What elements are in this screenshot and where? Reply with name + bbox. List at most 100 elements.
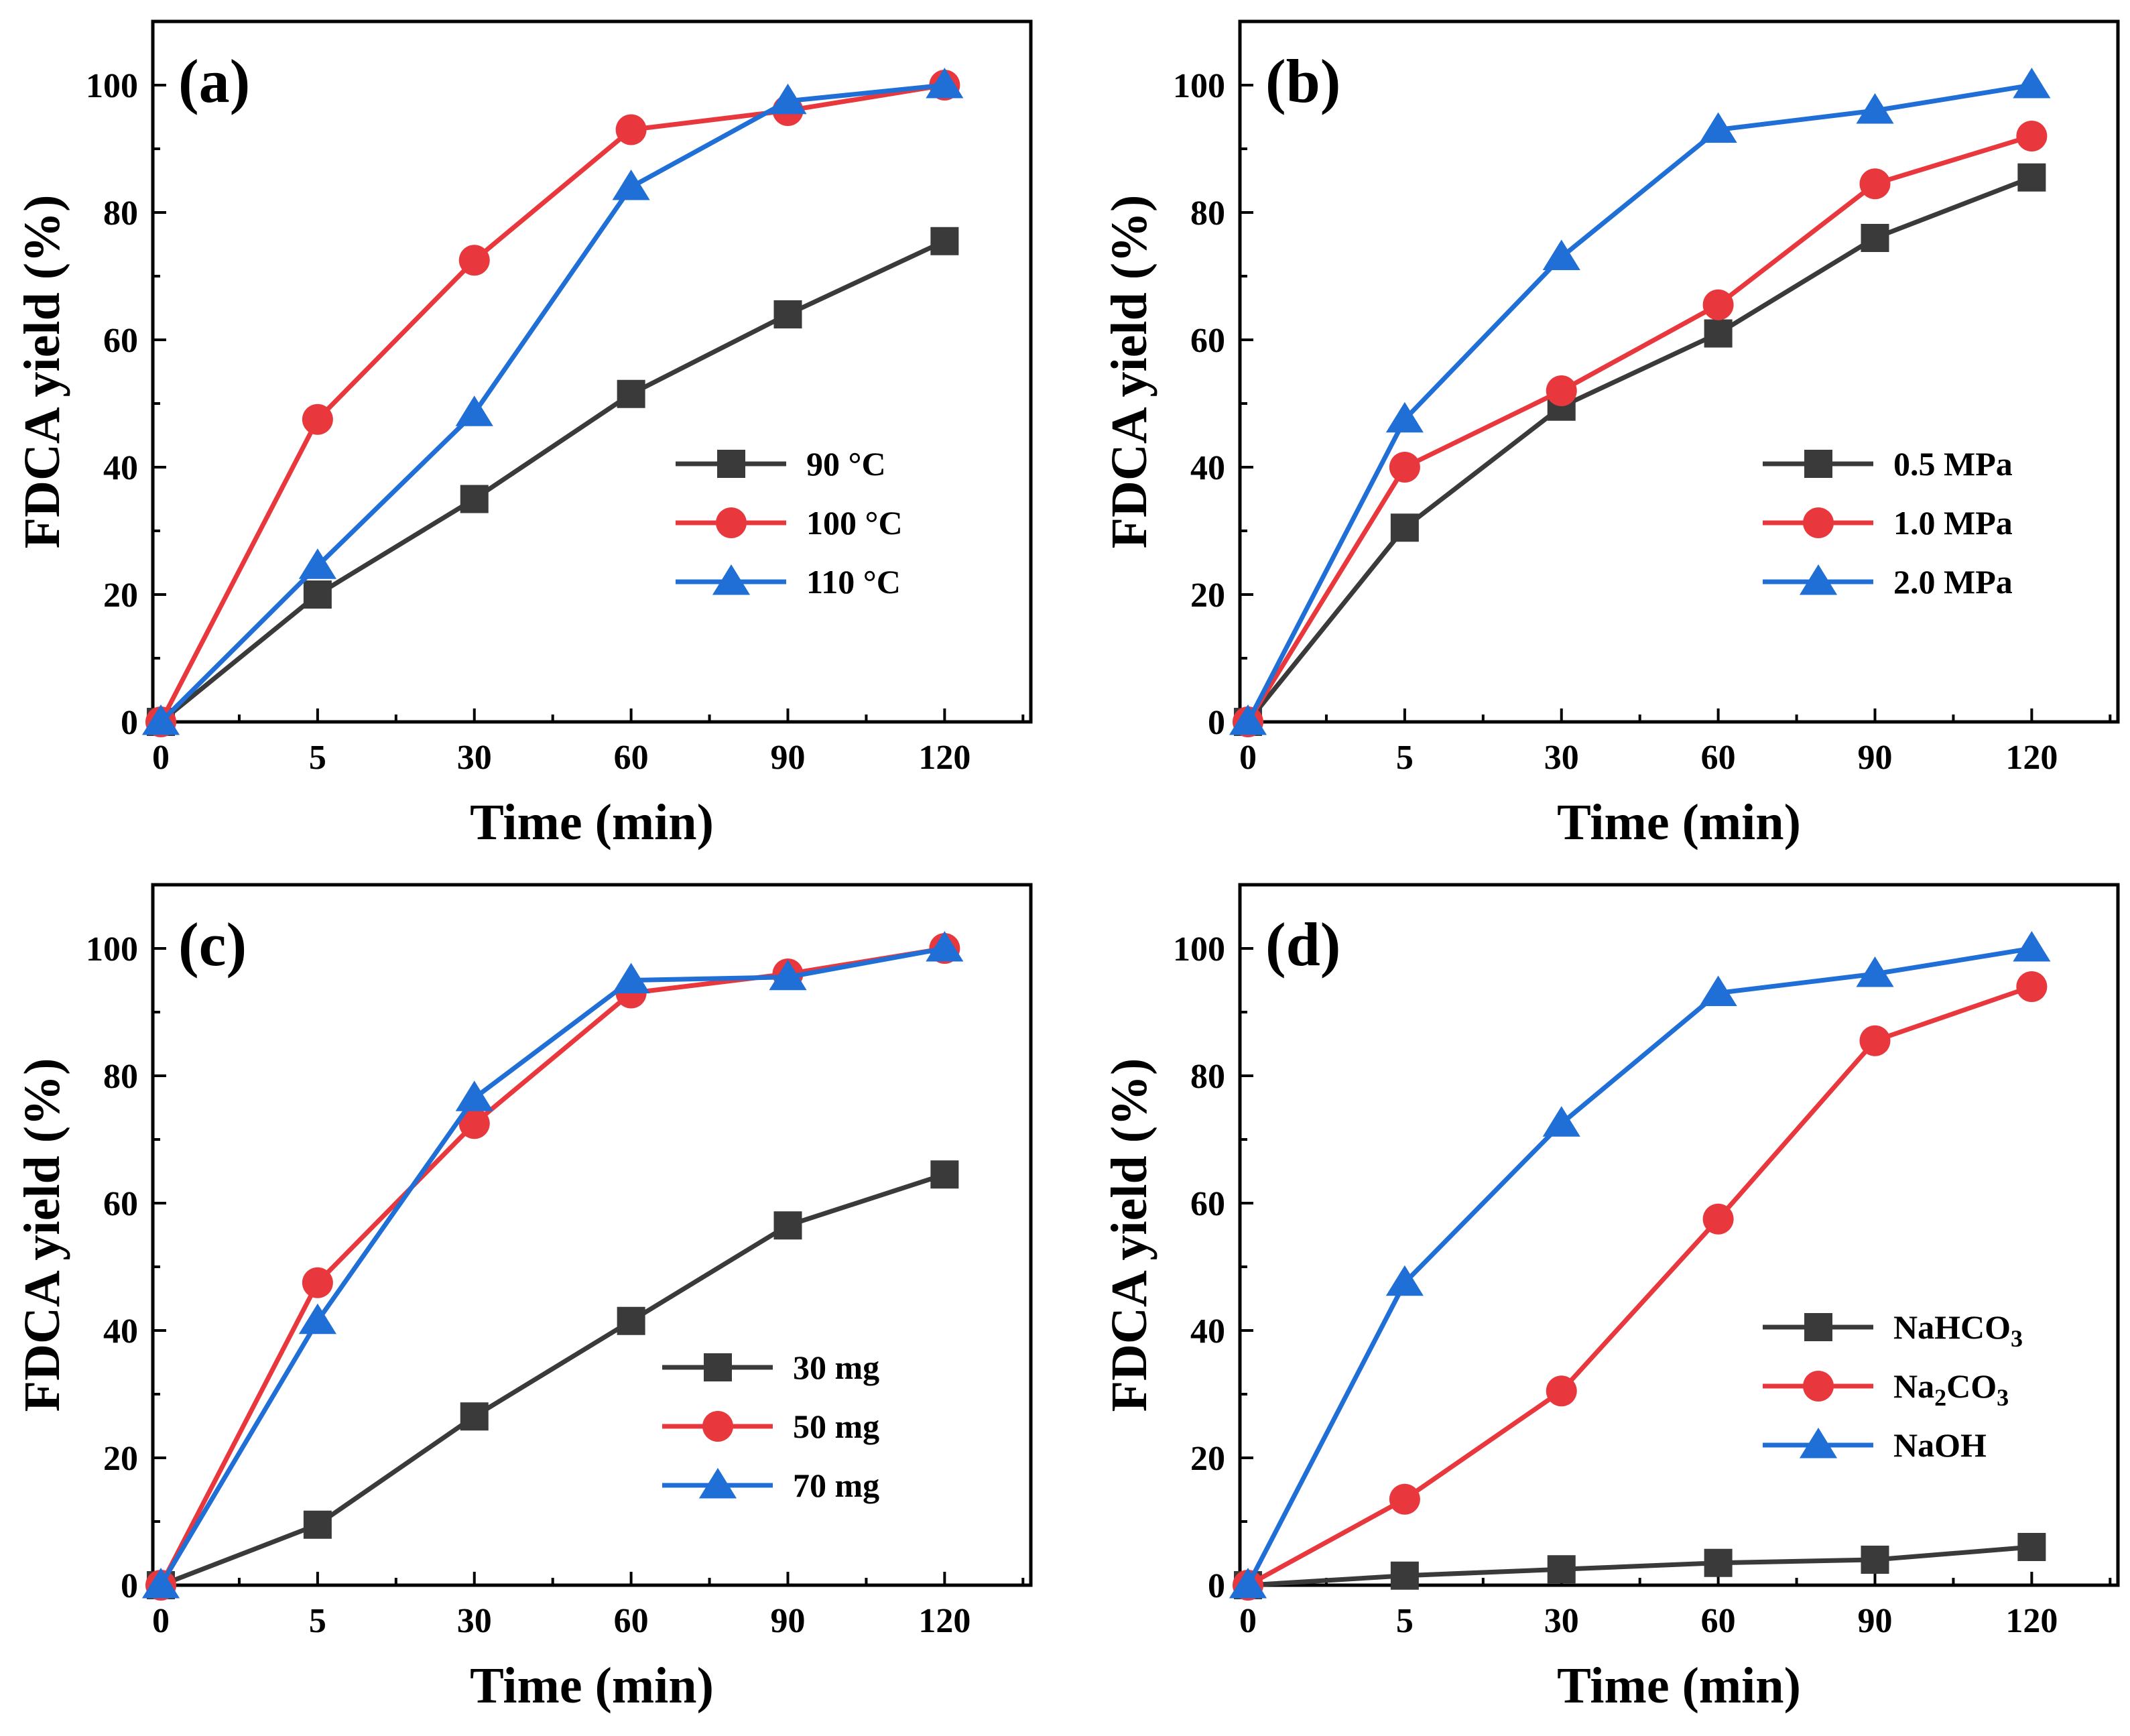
- legend-item: 110 °C: [676, 563, 901, 601]
- x-tick-label: 30: [457, 1602, 492, 1640]
- data-point: [617, 379, 645, 408]
- data-point: [302, 404, 333, 435]
- legend-label: NaHCO3: [1893, 1308, 2023, 1352]
- data-point: [455, 1080, 493, 1111]
- plot-frame: [151, 883, 1033, 1587]
- legend-item: 0.5 MPa: [1763, 445, 2013, 483]
- legend: 30 mg 50 mg 70 mg: [662, 1349, 879, 1504]
- y-tick-label: 100: [86, 67, 138, 105]
- data-point: [1542, 1106, 1580, 1137]
- legend-item: NaHCO3: [1763, 1308, 2023, 1352]
- legend-item: 1.0 MPa: [1763, 504, 2013, 542]
- data-point: [1861, 224, 1889, 252]
- legend-label: 110 °C: [806, 563, 901, 601]
- y-tick-label: 40: [1190, 1312, 1225, 1351]
- legend-label: 90 °C: [806, 445, 886, 483]
- y-tick-label: 0: [1208, 704, 1225, 742]
- panel-label: (d): [1265, 910, 1340, 979]
- x-tick-label: 120: [918, 739, 970, 777]
- legend: 90 °C 100 °C 110 °C: [676, 445, 903, 601]
- data-point: [1389, 452, 1420, 483]
- x-axis-title: Time (min): [1557, 794, 1801, 851]
- legend-item: 90 °C: [676, 445, 886, 483]
- data-point: [2017, 1533, 2046, 1561]
- legend-item: 2.0 MPa: [1763, 563, 2013, 601]
- x-tick-label: 60: [614, 739, 649, 777]
- legend-item: NaOH: [1763, 1426, 1987, 1464]
- y-tick-label: 80: [103, 1058, 138, 1096]
- y-tick-label: 40: [1190, 449, 1225, 487]
- data-point: [612, 963, 650, 993]
- x-axis-title: Time (min): [470, 1658, 714, 1714]
- panel-label: (a): [178, 47, 250, 115]
- series-line: [1246, 175, 2033, 724]
- y-tick-label: 0: [121, 1567, 138, 1605]
- data-point: [458, 245, 490, 276]
- data-point: [2017, 163, 2046, 192]
- series-3: [1229, 68, 2051, 735]
- data-point: [1702, 289, 1734, 320]
- y-tick-label: 20: [1190, 576, 1225, 615]
- series-line: [1245, 946, 2032, 1587]
- plot-frame: [151, 19, 1033, 724]
- legend-label: Na2CO3: [1893, 1367, 2009, 1411]
- data-point: [773, 1211, 802, 1240]
- x-tick-label: 5: [1396, 1602, 1414, 1640]
- data-point: [458, 1108, 490, 1139]
- y-tick-label: 0: [121, 704, 138, 742]
- y-axis-title: FDCA yield (%): [1101, 1058, 1157, 1412]
- data-point: [612, 170, 650, 200]
- y-tick-label: 20: [1190, 1440, 1225, 1478]
- x-tick-label: 30: [1544, 1602, 1579, 1640]
- legend-marker: [716, 507, 747, 538]
- y-tick-label: 100: [86, 930, 138, 969]
- y-tick-label: 100: [1173, 67, 1225, 105]
- legend-marker: [1799, 1428, 1838, 1459]
- data-point: [460, 1402, 489, 1431]
- data-point: [460, 485, 489, 513]
- series-line: [158, 946, 945, 1587]
- chart-panel-3: 0 20 40 60 80 100 0 5 30 60 90 120 Time (min) FDCA yi…: [14, 883, 1033, 1714]
- legend-label: 100 °C: [806, 504, 903, 542]
- x-axis-title: Time (min): [470, 794, 714, 851]
- data-point: [926, 931, 964, 962]
- series-3: [1229, 931, 2051, 1599]
- x-tick-label: 120: [2005, 739, 2058, 777]
- data-point: [1390, 513, 1419, 542]
- legend-label: 2.0 MPa: [1893, 563, 2013, 601]
- data-point: [769, 959, 807, 991]
- data-point: [2016, 121, 2048, 151]
- legend-marker: [1803, 1371, 1834, 1402]
- y-tick-label: 60: [1190, 1185, 1225, 1223]
- legend-marker: [1804, 1313, 1832, 1341]
- series-line: [1246, 133, 2033, 723]
- data-point: [926, 68, 964, 99]
- data-point: [1859, 168, 1891, 200]
- legend: 0.5 MPa 1.0 MPa 2.0 MPa: [1763, 445, 2013, 601]
- data-point: [1385, 401, 1424, 433]
- x-axis-title: Time (min): [1557, 1658, 1801, 1714]
- y-tick-label: 40: [103, 449, 138, 487]
- data-point: [615, 114, 647, 145]
- data-point: [141, 704, 180, 735]
- chart-panel-1: 0 20 40 60 80 100 0 5 30 60 90 120 Time (min) FDCA yi…: [14, 19, 1033, 851]
- data-point: [773, 300, 802, 328]
- data-point: [1546, 375, 1577, 406]
- plot-frame: [1238, 883, 2120, 1587]
- legend-label: 50 mg: [793, 1408, 879, 1445]
- y-tick-label: 100: [1173, 930, 1225, 969]
- x-tick-label: 5: [309, 739, 326, 777]
- x-tick-label: 30: [457, 739, 492, 777]
- legend-marker: [704, 1353, 732, 1381]
- series-line: [1247, 984, 2033, 1588]
- y-tick-label: 40: [103, 1312, 138, 1351]
- series-line: [160, 1172, 946, 1588]
- legend-marker: [702, 1411, 733, 1442]
- data-point: [2013, 931, 2051, 962]
- x-tick-label: 5: [1396, 739, 1414, 777]
- data-point: [1856, 93, 1894, 124]
- data-point: [298, 1303, 336, 1335]
- data-point: [2013, 68, 2051, 99]
- data-point: [1699, 112, 1737, 143]
- x-tick-label: 90: [770, 739, 805, 777]
